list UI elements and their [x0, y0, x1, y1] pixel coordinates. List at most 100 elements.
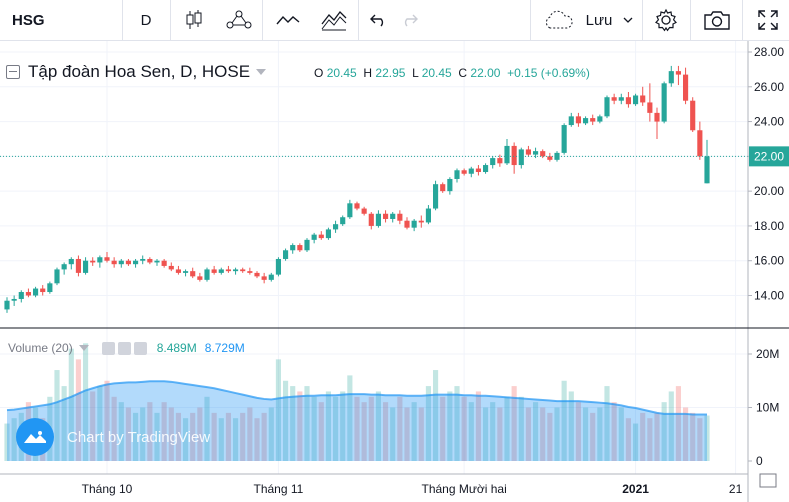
- volume-tick-label: 20M: [756, 347, 779, 361]
- symbol-search-button[interactable]: HSG: [12, 11, 45, 29]
- chevron-down-icon[interactable]: [620, 0, 636, 40]
- candle-body: [647, 102, 653, 113]
- candle-body: [375, 213, 381, 226]
- candle-body: [61, 264, 67, 270]
- volume-bar: [547, 412, 553, 461]
- compare-icon[interactable]: [272, 0, 304, 40]
- volume-bar: [11, 418, 17, 461]
- tradingview-watermark[interactable]: Chart by TradingView: [16, 418, 210, 456]
- toolbar-divider: [530, 0, 531, 40]
- volume-legend[interactable]: Volume (20) 8.489M 8.729M: [8, 341, 245, 355]
- candle-body: [547, 156, 553, 160]
- time-tick-label: 2021: [622, 482, 649, 496]
- volume-bar: [404, 407, 410, 461]
- candle-body: [683, 74, 689, 101]
- candle-body: [561, 125, 567, 153]
- redo-icon[interactable]: [398, 0, 422, 40]
- cloud-icon[interactable]: [540, 0, 576, 40]
- volume-ma-fill: [7, 381, 707, 461]
- top-toolbar: HSG D Lưu: [0, 0, 789, 41]
- toolbar-divider: [742, 0, 743, 40]
- volume-bar: [333, 396, 339, 461]
- toolbar-divider: [358, 0, 359, 40]
- volume-bar: [4, 423, 10, 461]
- volume-bar: [204, 396, 210, 461]
- candle-body: [433, 184, 439, 209]
- save-button[interactable]: Lưu: [585, 11, 613, 29]
- high-value: 22.95: [375, 66, 406, 80]
- volume-bar: [640, 412, 646, 461]
- volume-bar: [325, 391, 331, 461]
- volume-bar: [554, 407, 560, 461]
- candle-body: [590, 118, 596, 122]
- candle-body: [704, 156, 710, 184]
- candle-body: [390, 213, 396, 219]
- volume-tick-label: 0: [756, 454, 763, 468]
- candle-body: [490, 158, 496, 166]
- volume-bar: [497, 407, 503, 461]
- volume-bar: [61, 386, 67, 461]
- candle-body: [447, 178, 453, 192]
- volume-bar: [468, 402, 474, 461]
- open-value: 20.45: [326, 66, 357, 80]
- volume-bar: [518, 396, 524, 461]
- volume-bar: [604, 386, 610, 461]
- collapse-icon[interactable]: [6, 65, 20, 79]
- candle-body: [254, 272, 260, 277]
- interval-button[interactable]: D: [140, 11, 152, 29]
- scale-settings-box: [759, 473, 777, 488]
- toolbar-divider: [122, 0, 123, 40]
- settings-icon[interactable]: [117, 341, 131, 355]
- camera-icon[interactable]: [700, 0, 734, 40]
- candle-body: [4, 300, 10, 310]
- scale-settings-icon[interactable]: [759, 473, 777, 488]
- volume-bar: [511, 386, 517, 461]
- candle-body: [440, 184, 446, 192]
- undo-icon[interactable]: [366, 0, 390, 40]
- candles: [4, 65, 710, 313]
- candle-body: [111, 260, 117, 265]
- candle-body: [354, 203, 360, 209]
- candle-body: [125, 260, 131, 265]
- candles-icon[interactable]: [178, 0, 210, 40]
- volume-bar: [211, 412, 217, 461]
- caret-down-icon[interactable]: [256, 69, 267, 75]
- volume-bar: [247, 407, 253, 461]
- caret-down-icon[interactable]: [78, 345, 89, 351]
- price-chart[interactable]: 28.00 26.00 24.00 22.00 20.00 18.00 16.00 14.00…: [0, 41, 789, 502]
- chart-style-icon[interactable]: [318, 0, 350, 40]
- volume-value: 8.489M: [156, 341, 197, 355]
- close-icon[interactable]: [133, 341, 147, 355]
- volume-bar: [97, 386, 103, 461]
- gear-icon[interactable]: [650, 0, 682, 40]
- price-tick-label: 20.00: [754, 184, 784, 198]
- series-legend[interactable]: Tập đoàn Hoa Sen, D, HOSE: [6, 62, 267, 82]
- candle-body: [568, 116, 574, 126]
- candle-body: [611, 97, 617, 101]
- fullscreen-icon[interactable]: [754, 0, 782, 40]
- candle-body: [540, 151, 546, 157]
- volume-bar: [368, 396, 374, 461]
- candle-body: [168, 265, 174, 270]
- volume-bar: [490, 402, 496, 461]
- volume-bar: [83, 343, 89, 461]
- candle-body: [190, 271, 196, 277]
- volume-bar: [475, 391, 481, 461]
- time-tick-label: Tháng Mười hai: [422, 482, 507, 496]
- candle-body: [175, 269, 181, 273]
- candle-body: [211, 269, 217, 273]
- candle-body: [83, 260, 89, 273]
- volume-bar: [311, 396, 317, 461]
- candle-body: [47, 283, 53, 293]
- candle-body: [118, 260, 124, 265]
- eye-icon[interactable]: [101, 341, 115, 355]
- volume-bar: [383, 402, 389, 461]
- series-title: Tập đoàn Hoa Sen, D, HOSE: [28, 62, 251, 81]
- volume-bar: [161, 402, 167, 461]
- candle-body: [690, 100, 696, 131]
- indicators-icon[interactable]: [222, 0, 256, 40]
- open-label: O: [314, 66, 324, 80]
- watermark-text: Chart by TradingView: [67, 428, 211, 446]
- candle-body: [183, 271, 189, 273]
- volume-bar: [261, 412, 267, 461]
